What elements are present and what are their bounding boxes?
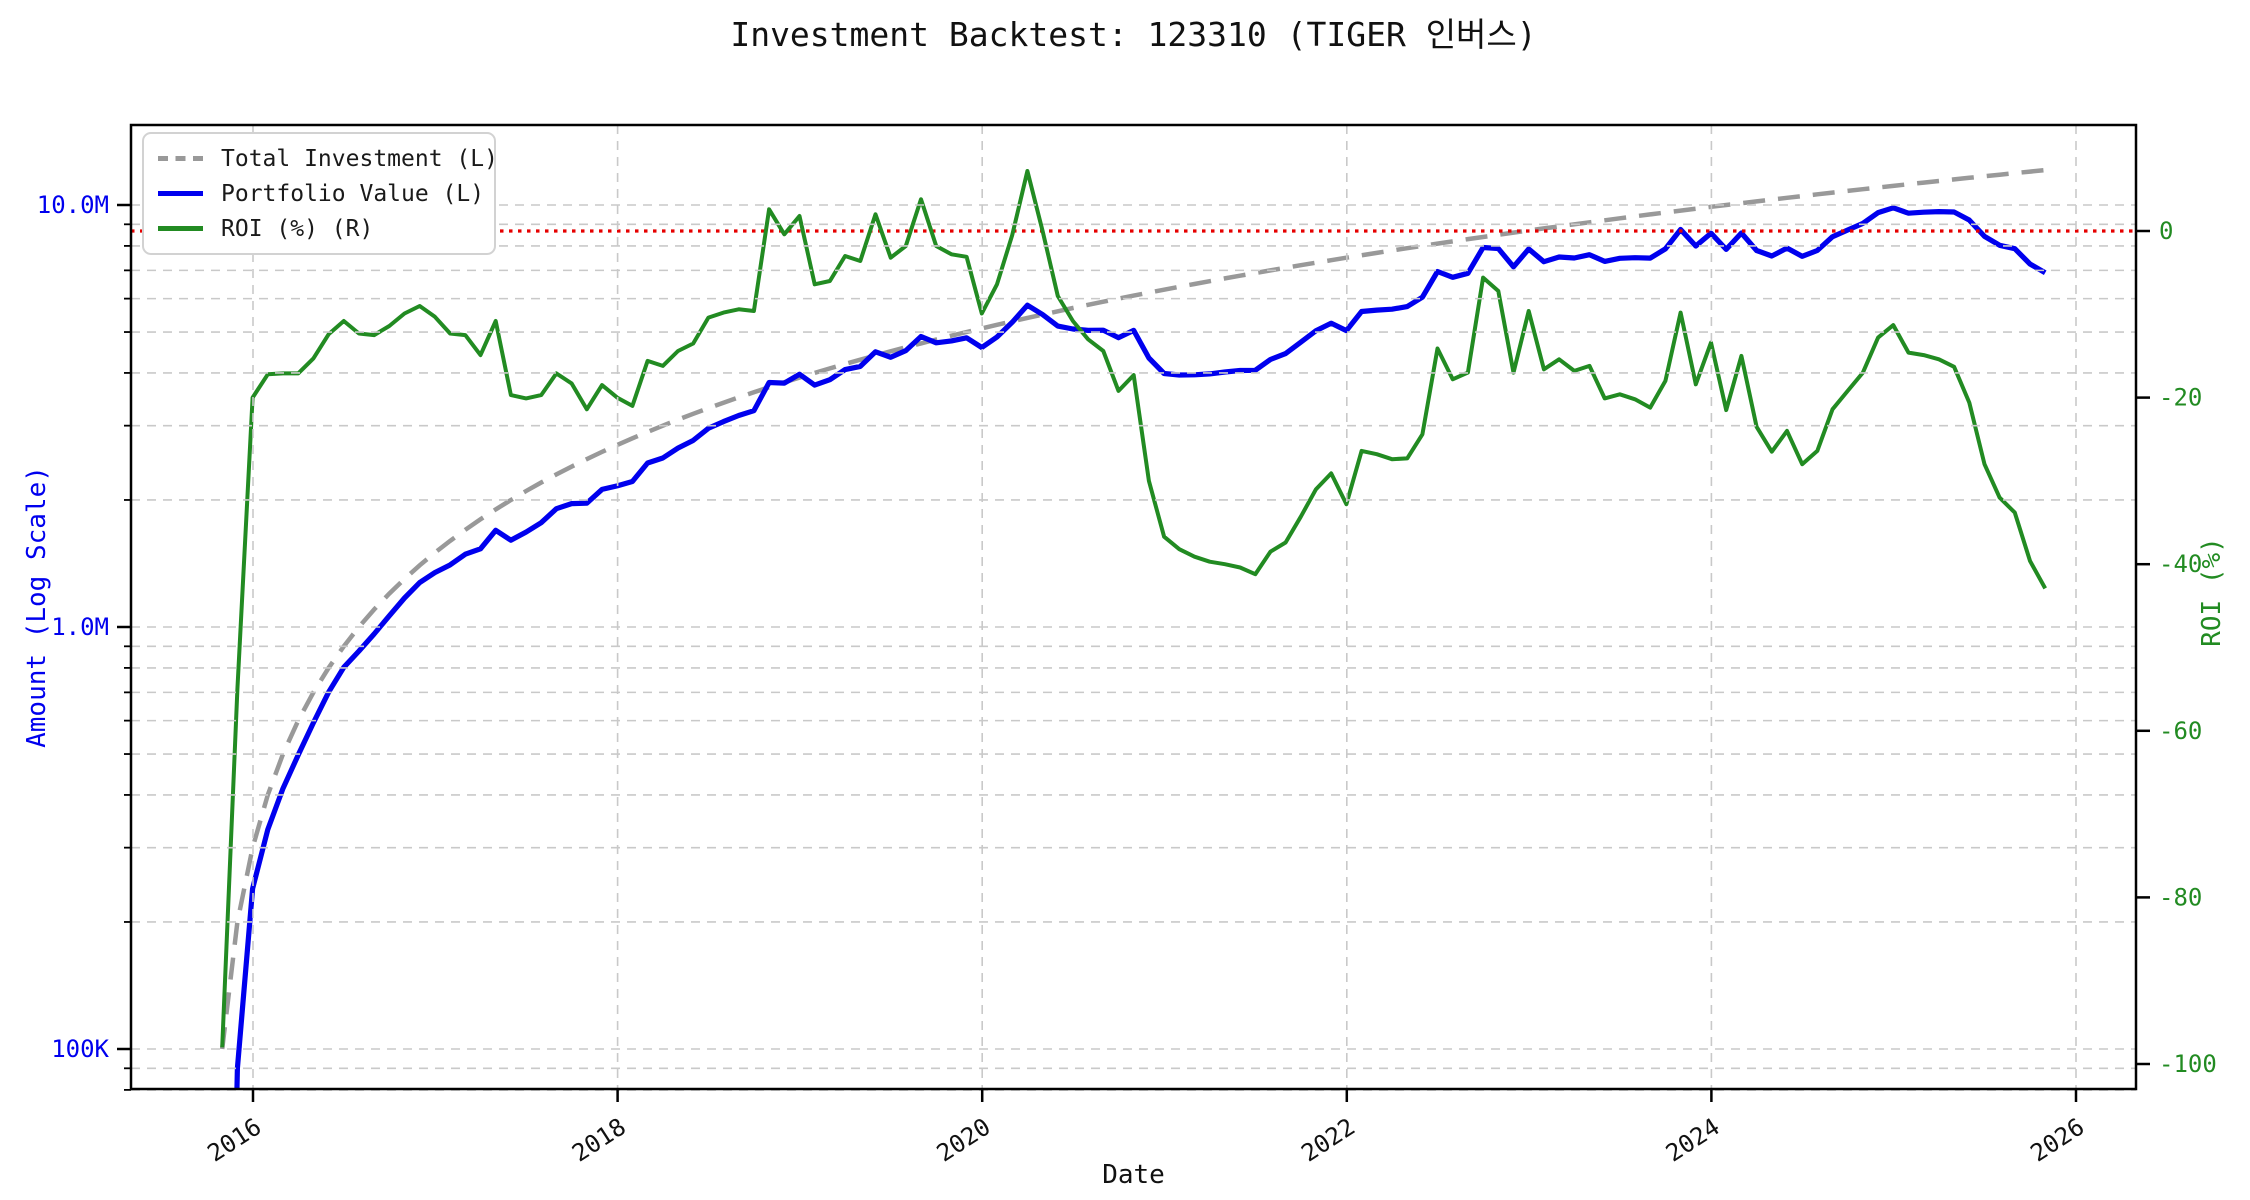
tick-label-roi: -20 xyxy=(2159,384,2202,412)
legend-swatch-solid-line xyxy=(158,226,203,231)
legend-label: Total Investment (L) xyxy=(221,145,498,172)
series-portfolio-value xyxy=(234,205,2047,1089)
plot-border xyxy=(129,123,2138,1091)
y-axis-label-left: Amount (Log Scale) xyxy=(22,466,52,748)
legend-swatch-solid-line xyxy=(158,191,203,196)
tick-label-roi: -40 xyxy=(2159,550,2202,578)
tick-label-roi: 0 xyxy=(2159,217,2173,245)
series-total-investment xyxy=(219,167,2046,1050)
legend-swatch-dashed-line xyxy=(158,156,203,161)
tick-label-roi: -60 xyxy=(2159,717,2202,745)
tick-label-amount: 10.0M xyxy=(37,191,109,219)
x-axis-label: Date xyxy=(1102,1160,1165,1190)
tick-label-roi: -100 xyxy=(2159,1050,2217,1078)
series-roi xyxy=(220,169,2047,1048)
legend-label: ROI (%) (R) xyxy=(221,215,374,242)
legend-item-portfolio-value: Portfolio Value (L) xyxy=(158,180,484,207)
legend-label: Portfolio Value (L) xyxy=(221,180,485,207)
series-layer xyxy=(131,167,2136,1089)
tick-label-roi: -80 xyxy=(2159,883,2202,911)
y-axis-label-right: ROI (%) xyxy=(2197,537,2227,647)
legend-item-total-investment: Total Investment (L) xyxy=(158,145,498,172)
chart-title: Investment Backtest: 123310 (TIGER 인버스) xyxy=(730,15,1537,54)
tick-label-amount: 100K xyxy=(51,1035,109,1063)
legend-item-roi: ROI (%) (R) xyxy=(158,215,480,242)
tick-label-amount: 1.0M xyxy=(51,613,109,641)
legend: Total Investment (L) Portfolio Value (L)… xyxy=(142,132,498,255)
